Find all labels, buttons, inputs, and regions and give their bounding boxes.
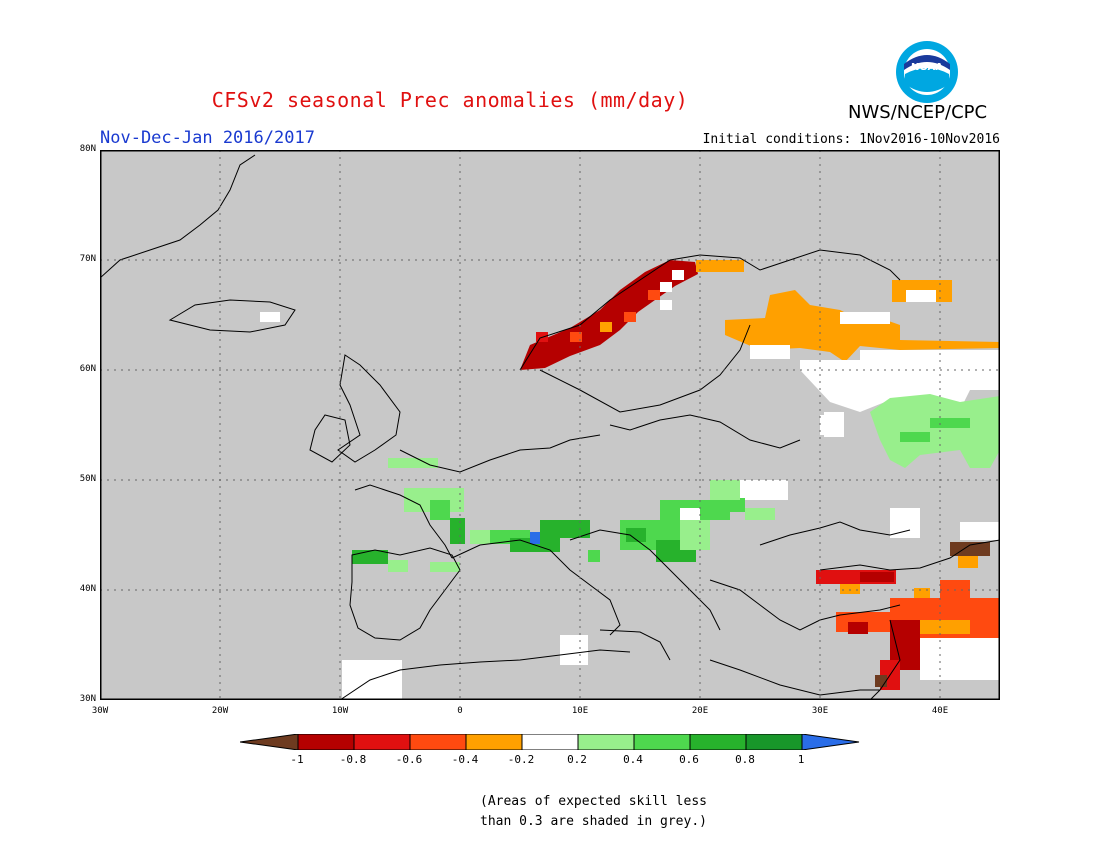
colorbar — [240, 734, 860, 750]
skill-note-line2: than 0.3 are shaded in grey.) — [480, 814, 707, 829]
map-panel: 80N 70N 60N 50N 40N 30N 30W 20W 10W 0 10… — [80, 144, 1001, 716]
lon-label: 20E — [691, 706, 709, 716]
lon-label: 40E — [931, 706, 949, 716]
lon-label: 20W — [211, 706, 229, 716]
anomaly-turkey-levant — [816, 542, 1000, 690]
anomaly-central-russia — [728, 350, 1000, 540]
colorbar-label: 0.8 — [735, 753, 755, 766]
lat-label: 30N — [79, 694, 96, 704]
anomaly-balkans — [620, 480, 775, 562]
logo-text: NOAA — [911, 62, 943, 73]
lon-label: 30W — [91, 706, 109, 716]
colorbar-cell — [240, 734, 299, 750]
colorbar-cell — [577, 734, 635, 750]
lon-label: 0 — [457, 706, 463, 716]
period-label: Nov-Dec-Jan 2016/2017 — [100, 128, 315, 148]
colorbar-cell — [801, 734, 860, 750]
initial-conditions-label: Initial conditions: 1Nov2016-10Nov2016 — [702, 132, 1000, 147]
colorbar-cell — [633, 734, 691, 750]
noaa-logo: NOAA — [896, 41, 958, 103]
lat-label: 70N — [79, 254, 96, 264]
skill-note: (Areas of expected skill less than 0.3 a… — [480, 792, 707, 832]
anomaly-map — [99, 149, 1001, 701]
colorbar-cell — [353, 734, 411, 750]
colorbar-label: 0.4 — [623, 753, 643, 766]
colorbar-label: -0.2 — [507, 753, 535, 766]
lat-label: 50N — [79, 474, 96, 484]
colorbar-cell — [465, 734, 523, 750]
graticule — [100, 150, 1000, 700]
colorbar-label: 0.6 — [679, 753, 699, 766]
colorbar-label: -0.6 — [395, 753, 423, 766]
colorbar-label: -1 — [290, 753, 304, 766]
anomaly-white-spots — [260, 312, 844, 700]
colorbar-cell — [297, 734, 355, 750]
colorbar-cell — [689, 734, 747, 750]
colorbar-cell — [409, 734, 467, 750]
anomaly-norway — [520, 260, 744, 370]
anomaly-finland-russia — [725, 280, 1000, 362]
colorbar-cell — [745, 734, 803, 750]
map-frame — [99, 149, 1001, 701]
colorbar-label: -0.4 — [451, 753, 479, 766]
lat-label: 40N — [79, 584, 96, 594]
lon-label: 10E — [571, 706, 589, 716]
colorbar-cells — [240, 734, 860, 750]
chart-title: CFSv2 seasonal Prec anomalies (mm/day) — [211, 88, 689, 112]
lon-label: 10W — [331, 706, 349, 716]
lat-label: 80N — [79, 144, 96, 154]
skill-note-line1: (Areas of expected skill less — [480, 794, 707, 809]
map-background — [100, 150, 1000, 700]
colorbar-cell — [521, 734, 579, 750]
colorbar-label: -0.8 — [339, 753, 367, 766]
colorbar-label: 0.2 — [567, 753, 587, 766]
coastlines — [99, 154, 1001, 701]
lat-label: 60N — [79, 364, 96, 374]
lon-label: 30E — [811, 706, 829, 716]
agency-label: NWS/NCEP/CPC — [848, 102, 988, 123]
colorbar-label: 1 — [797, 753, 805, 766]
